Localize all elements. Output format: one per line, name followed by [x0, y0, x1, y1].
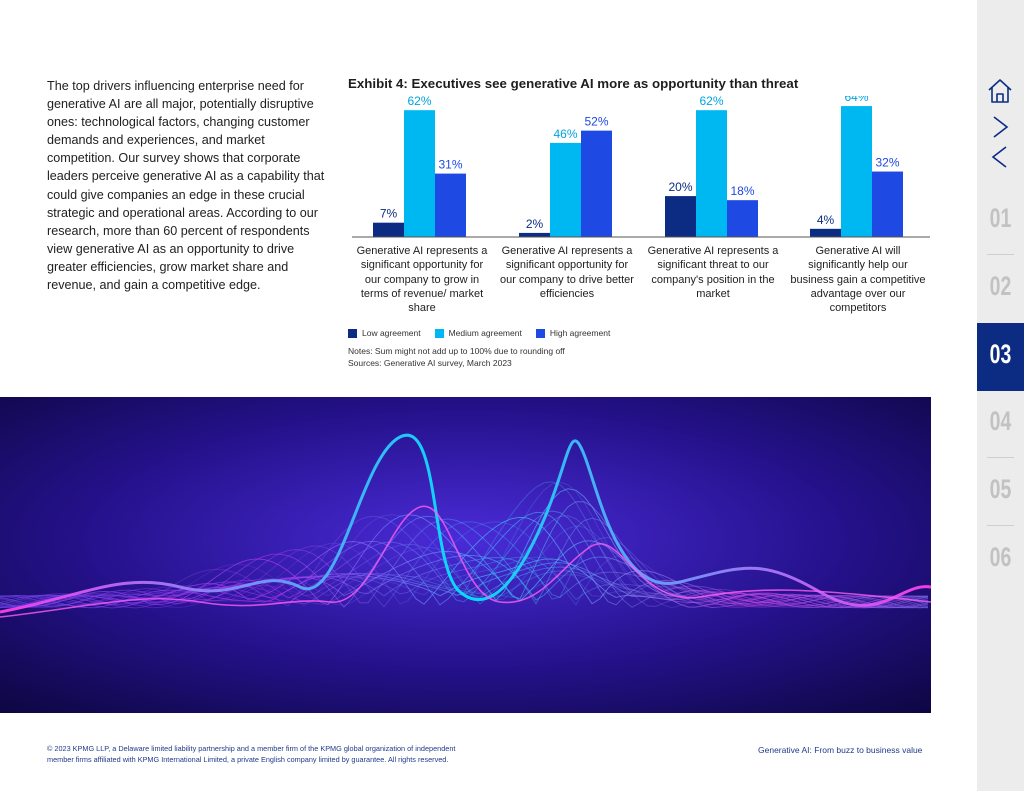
data-label: 7%: [380, 207, 398, 221]
bar-medium-agreement: [696, 110, 727, 237]
legend-label: Medium agreement: [448, 328, 522, 338]
home-icon[interactable]: [985, 76, 1015, 106]
data-label: 20%: [668, 180, 692, 194]
section-link-02[interactable]: 02: [989, 271, 1012, 301]
chart-sources: Sources: Generative AI survey, March 202…: [348, 358, 512, 368]
category-label: Generative AI will significantly help ou…: [790, 245, 926, 315]
footer-legal-line: © 2023 KPMG LLP, a Delaware limited liab…: [47, 744, 456, 753]
chevron-right-icon[interactable]: [985, 112, 1015, 142]
data-label: 62%: [407, 96, 431, 108]
legend-label: High agreement: [549, 328, 611, 338]
divider: [987, 525, 1014, 526]
section-sidebar: 01 02 03 04 05 06: [977, 0, 1024, 791]
footer-doc-title: Generative AI: From buzz to business val…: [758, 745, 923, 755]
bar-high-agreement: [727, 200, 758, 237]
section-link-04[interactable]: 04: [989, 406, 1012, 436]
chart-legend: Low agreement Medium agreement High agre…: [348, 328, 610, 338]
legend-item-low: Low agreement: [348, 328, 421, 338]
data-label: 46%: [553, 127, 577, 141]
bar-medium-agreement: [841, 106, 872, 237]
legend-swatch-low: [348, 328, 357, 338]
chart-notes: Notes: Sum might not add up to 100% due …: [348, 346, 565, 356]
data-label: 64%: [844, 96, 868, 104]
bar-high-agreement: [581, 130, 612, 237]
legend-swatch-medium: [434, 328, 444, 338]
bar-low-agreement: [519, 232, 550, 237]
section-link-03[interactable]: 03: [989, 339, 1012, 369]
data-label: 4%: [817, 213, 835, 227]
bar-medium-agreement: [404, 110, 435, 237]
bar-medium-agreement: [550, 142, 581, 237]
legend-swatch-high: [535, 328, 545, 338]
chart-title: Exhibit 4: Executives see generative AI …: [348, 76, 799, 91]
data-label: 52%: [584, 115, 608, 129]
chevron-left-icon[interactable]: [985, 142, 1015, 172]
intro-paragraph: The top drivers influencing enterprise n…: [47, 79, 325, 293]
data-label: 18%: [730, 184, 754, 198]
footer-legal-line: member firms affiliated with KPMG Intern…: [47, 755, 449, 764]
data-label: 62%: [699, 96, 723, 108]
bar-low-agreement: [810, 228, 841, 237]
legend-item-medium: Medium agreement: [434, 328, 522, 338]
bar-high-agreement: [435, 173, 466, 237]
bar-high-agreement: [872, 171, 903, 237]
section-link-06[interactable]: 06: [989, 542, 1012, 572]
bar-low-agreement: [373, 222, 404, 237]
legend-label: Low agreement: [362, 328, 421, 338]
data-label: 2%: [526, 217, 544, 231]
section-link-01[interactable]: 01: [989, 203, 1012, 233]
data-label: 32%: [875, 156, 899, 170]
category-label: Generative AI represents a significant t…: [647, 245, 779, 300]
divider: [987, 457, 1014, 458]
divider: [987, 254, 1014, 255]
footer-legal: © 2023 KPMG LLP, a Delaware limited liab…: [47, 743, 507, 765]
category-label: Generative AI represents a significant o…: [356, 245, 488, 315]
category-label: Generative AI represents a significant o…: [500, 245, 634, 300]
bar-chart: 7% 62% 31% 2% 46% 52% 20% 62% 18% 4% 64% 32%: [352, 96, 930, 238]
bar-low-agreement: [665, 196, 696, 237]
hero-image-sound-waves: [0, 397, 931, 713]
active-section-highlight: [977, 323, 1024, 391]
section-link-05[interactable]: 05: [989, 474, 1012, 504]
data-label: 31%: [438, 158, 462, 172]
legend-item-high: High agreement: [535, 328, 611, 338]
